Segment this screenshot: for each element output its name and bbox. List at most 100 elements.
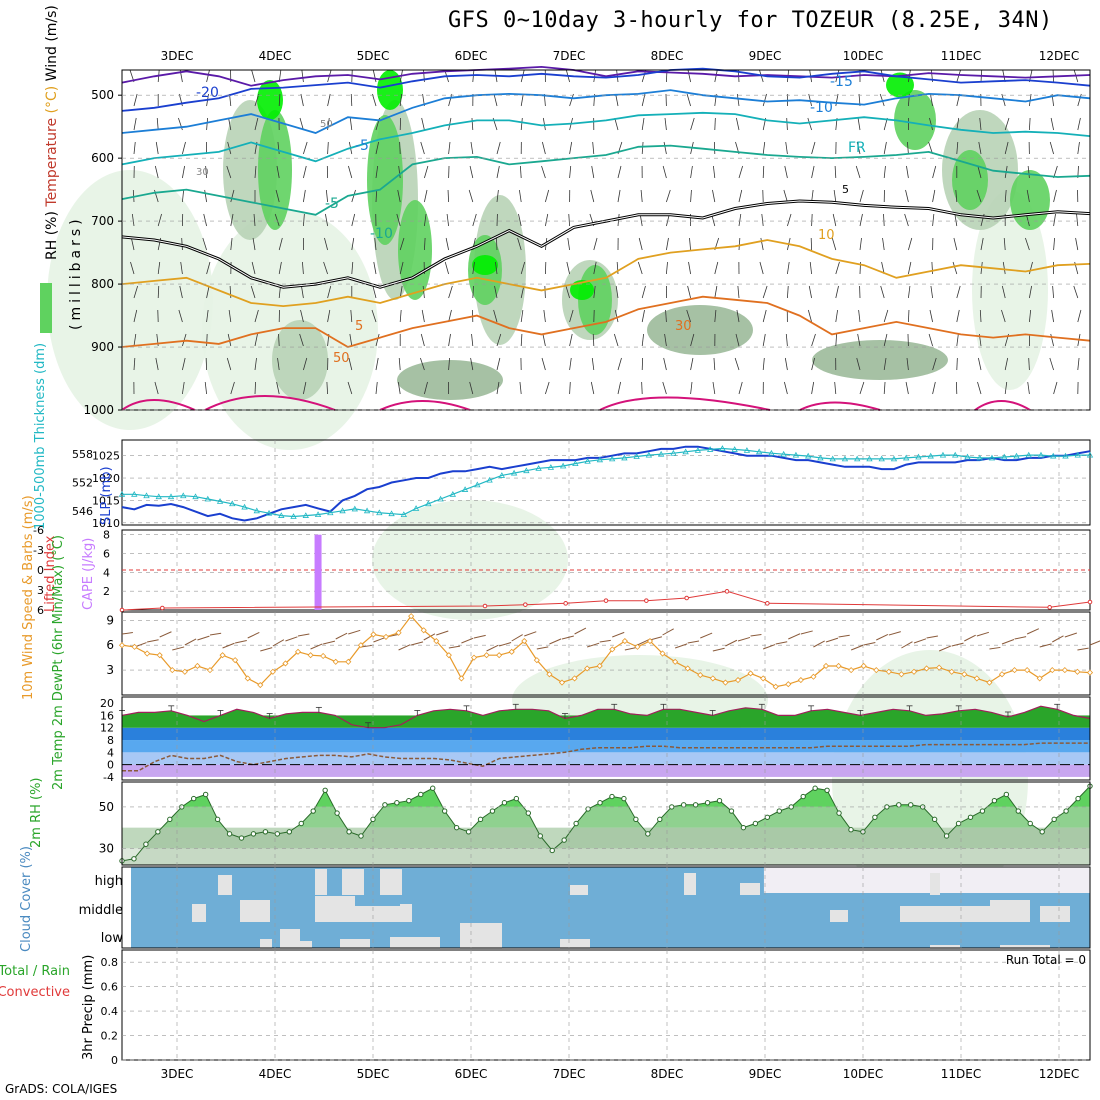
wind-barb bbox=[641, 333, 644, 347]
wind-barb bbox=[375, 381, 378, 395]
wind-barb bbox=[303, 357, 308, 371]
temp-tick: -4 bbox=[103, 771, 114, 784]
wind10-barb bbox=[725, 639, 738, 647]
wind-barb bbox=[301, 285, 304, 299]
wind-barb bbox=[1050, 333, 1054, 347]
wind-barb bbox=[641, 117, 645, 131]
rh-shade-4 bbox=[832, 650, 1028, 910]
thickness-marker bbox=[572, 460, 579, 467]
wind-barb bbox=[448, 141, 451, 155]
thickness-marker bbox=[976, 454, 983, 461]
wind10-barb bbox=[184, 638, 197, 646]
thickness-marker bbox=[535, 465, 542, 471]
thickness-marker bbox=[547, 464, 555, 470]
x-tick-bottom-8DEC: 8DEC bbox=[651, 1067, 684, 1081]
wind10-barb bbox=[788, 633, 801, 640]
rh-marker bbox=[418, 791, 424, 798]
wind-barb bbox=[832, 213, 837, 227]
wind-barb bbox=[1028, 357, 1030, 371]
wind-barb bbox=[133, 117, 137, 131]
wind-barb bbox=[713, 357, 716, 371]
wind-barb bbox=[1004, 189, 1007, 203]
profile-ytick: 800 bbox=[91, 277, 114, 291]
slp-tick: 1020 bbox=[92, 472, 120, 485]
wind-barb bbox=[686, 93, 691, 107]
wind-barb bbox=[592, 141, 595, 155]
wind-barb bbox=[569, 93, 574, 107]
rh2m-frame bbox=[121, 781, 1091, 866]
wind10-barb bbox=[486, 644, 499, 652]
wind-barb bbox=[690, 165, 693, 179]
wind-barb bbox=[205, 165, 207, 179]
cloud-patch bbox=[460, 923, 502, 949]
wind10-barb bbox=[586, 642, 600, 648]
wind-barb bbox=[713, 165, 716, 179]
wind10-marker bbox=[257, 681, 264, 689]
wind-barb bbox=[762, 117, 767, 131]
wind10-ylabel: 10m Wind Speed & Barbs (m/s) bbox=[21, 495, 36, 700]
cloud-patch bbox=[192, 904, 206, 922]
rh-tick: 50 bbox=[99, 800, 114, 814]
thickness-marker bbox=[694, 447, 702, 453]
wind-barb bbox=[835, 285, 839, 299]
cloud-level-label: high bbox=[95, 874, 123, 889]
wind-barb bbox=[811, 141, 816, 155]
wind-barb bbox=[179, 285, 183, 299]
wind-barb bbox=[350, 93, 353, 107]
wind-barb bbox=[690, 381, 693, 395]
x-tick-bottom-6DEC: 6DEC bbox=[455, 1067, 488, 1081]
thickness-marker bbox=[192, 493, 199, 500]
wind-barb bbox=[178, 93, 183, 107]
wind-barb bbox=[1029, 117, 1031, 131]
wind-barb bbox=[278, 93, 281, 107]
isotherm-10 bbox=[121, 295, 1091, 348]
wind-barb bbox=[1077, 93, 1082, 107]
rh-marker bbox=[179, 804, 185, 810]
wind-barb bbox=[1049, 357, 1054, 371]
wind-barb bbox=[785, 141, 788, 155]
wind10-marker bbox=[294, 648, 302, 655]
cloud-bg bbox=[131, 867, 1090, 948]
wind10-barb bbox=[951, 642, 964, 647]
wind10-barb bbox=[750, 634, 762, 637]
wind-barb bbox=[687, 69, 691, 83]
wind-barb bbox=[641, 69, 647, 83]
rh-marker bbox=[513, 795, 520, 802]
wind10-marker bbox=[269, 668, 276, 675]
wind10-barb bbox=[209, 632, 222, 636]
wind-barb bbox=[688, 261, 691, 275]
wind-barb bbox=[278, 69, 282, 83]
wind-barb bbox=[448, 333, 451, 347]
wind-barb bbox=[569, 333, 573, 347]
wind-barb bbox=[397, 189, 401, 203]
wind-barb bbox=[663, 141, 667, 155]
x-tick-top-3DEC: 3DEC bbox=[161, 49, 194, 63]
wind-barb bbox=[593, 93, 596, 107]
wind-barb bbox=[1049, 141, 1054, 155]
wind10-barb bbox=[373, 637, 386, 643]
wind-barb bbox=[880, 69, 885, 83]
wind-barb bbox=[325, 213, 328, 227]
wind-barb bbox=[520, 333, 523, 347]
wind-barb bbox=[714, 117, 716, 131]
rh-marker bbox=[740, 824, 747, 831]
x-tick-bottom-12DEC: 12DEC bbox=[1039, 1067, 1079, 1081]
wind-barb bbox=[615, 285, 619, 299]
rh-marker bbox=[967, 814, 974, 820]
wind-barb bbox=[397, 381, 401, 395]
wind10-marker bbox=[181, 668, 188, 675]
wind-barb bbox=[371, 309, 377, 323]
wind-barb bbox=[614, 117, 619, 131]
wind-barb bbox=[351, 261, 354, 275]
wind10-barb bbox=[159, 631, 172, 638]
lifted-index-line bbox=[121, 590, 1091, 611]
temp-band-0 bbox=[122, 764, 1090, 777]
wind-barb bbox=[929, 309, 933, 323]
wind10-barb bbox=[989, 646, 1001, 650]
wind-barb bbox=[519, 381, 522, 395]
x-tick-top-8DEC: 8DEC bbox=[651, 49, 684, 63]
cloud-high-clear bbox=[763, 867, 1090, 893]
thickness-marker bbox=[952, 451, 959, 458]
wind-barb bbox=[230, 189, 235, 203]
rh-marker bbox=[298, 820, 304, 827]
